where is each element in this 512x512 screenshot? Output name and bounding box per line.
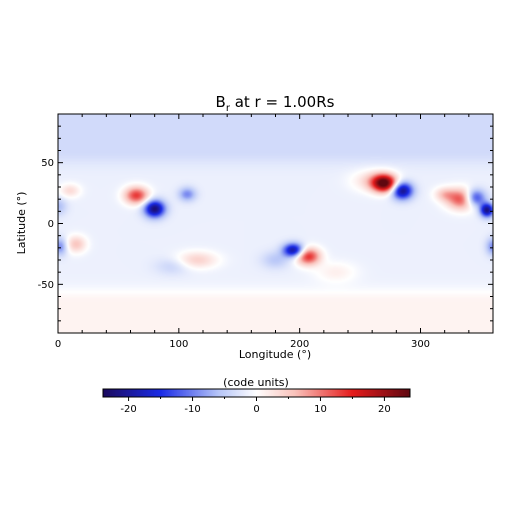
y-tick-label: 0 xyxy=(48,219,54,230)
x-tick-label: 300 xyxy=(411,339,430,350)
y-tick-label: 50 xyxy=(41,158,54,169)
title-subscript: r xyxy=(226,103,231,114)
colorbar-label: (code units) xyxy=(223,376,289,389)
x-tick-label: 200 xyxy=(290,339,309,350)
colorbar-tick-label: -10 xyxy=(184,404,200,415)
title-rest: at r = 1.00Rs xyxy=(230,93,335,111)
y-axis-label: Latitude (°) xyxy=(15,192,28,255)
title-main: B xyxy=(216,93,226,111)
colorbar: -20 -10 0 10 20 xyxy=(102,388,411,415)
x-axis-label: Longitude (°) xyxy=(239,348,311,361)
colorbar-gradient xyxy=(103,389,410,397)
colorbar-tick-label: 20 xyxy=(378,404,391,415)
colorbar-tick-label: 10 xyxy=(314,404,327,415)
heatmap-plot: 0 100 200 300 -50 0 50 xyxy=(38,113,494,350)
colorbar-axis: -20 -10 0 10 20 xyxy=(120,397,391,415)
x-tick-label: 0 xyxy=(55,339,61,350)
colorbar-tick-label: -20 xyxy=(120,404,136,415)
chart-title: Br at r = 1.00Rs xyxy=(216,93,335,114)
heatmap-canvas xyxy=(58,114,493,333)
colorbar-tick-label: 0 xyxy=(253,404,259,415)
y-tick-label: -50 xyxy=(38,280,54,291)
y-axis: -50 0 50 xyxy=(38,113,493,334)
x-tick-label: 100 xyxy=(169,339,188,350)
